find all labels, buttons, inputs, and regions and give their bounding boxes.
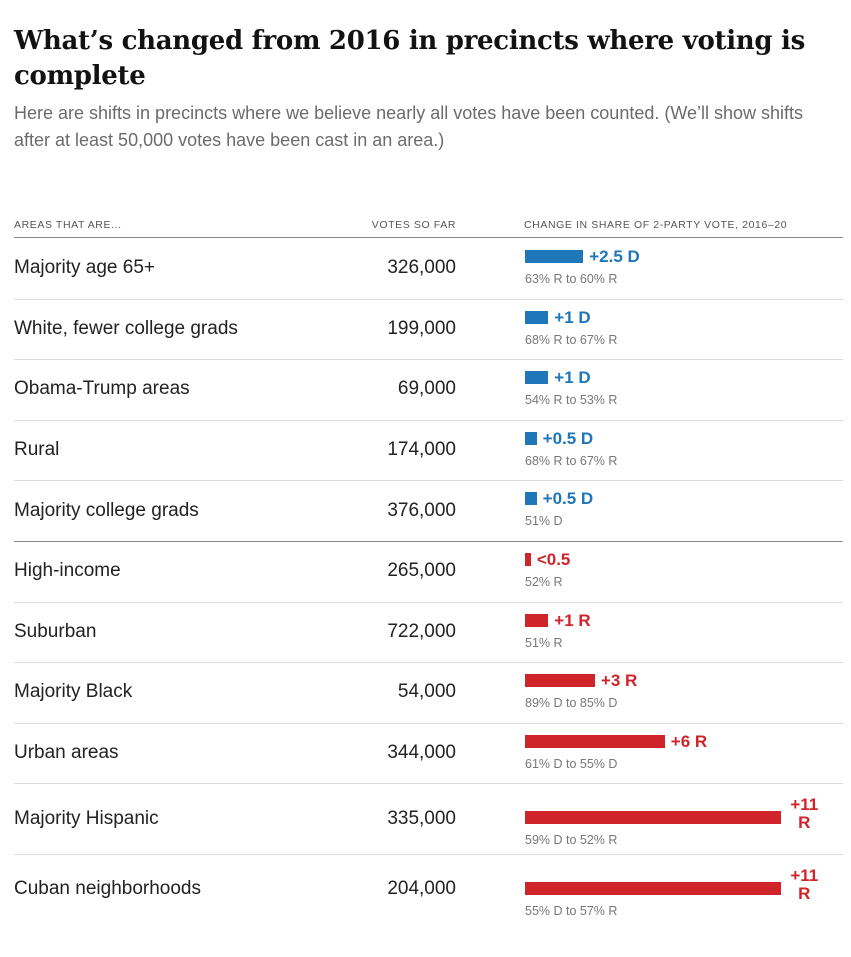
column-header-areas: AREAS THAT ARE... <box>14 219 122 231</box>
table-row: Urban areas 344,000 +6 R 61% D to 55% D <box>14 723 843 785</box>
table-row: White, fewer college grads 199,000 +1 D 68%… <box>14 299 843 361</box>
share-detail: 68% R to 67% R <box>525 453 618 468</box>
area-label: High-income <box>14 560 121 582</box>
share-detail: 51% R <box>525 635 563 650</box>
change-bar <box>525 492 537 506</box>
share-detail: 52% R <box>525 575 563 589</box>
table-row: Majority age 65+ 326,000 +2.5 D 63% R to 60… <box>14 238 843 300</box>
change-value-label: +0.5 D <box>542 489 594 509</box>
share-detail: 51% D <box>525 514 563 529</box>
area-label: Obama-Trump areas <box>14 378 190 400</box>
change-value-label: +0.5 D <box>542 428 594 448</box>
change-bar <box>525 811 782 825</box>
share-detail: 55% D to 57% R <box>525 903 618 918</box>
share-detail: 63% R to 60% R <box>525 272 618 286</box>
area-label: Urban areas <box>14 742 119 764</box>
area-label: Cuban neighborhoods <box>14 877 201 899</box>
votes-value: 54,000 <box>397 681 456 703</box>
column-header-votes: VOTES SO FAR <box>371 219 456 231</box>
change-value-label: +2.5 D <box>589 247 640 266</box>
column-header-change: CHANGE IN SHARE OF 2-PARTY VOTE, 2016–20 <box>524 219 788 231</box>
share-detail: 89% D to 85% D <box>525 696 618 711</box>
table-row: Majority Hispanic 335,000 +11 R 59% D to 52… <box>14 783 843 855</box>
table-row: Cuban neighborhoods 204,000 +11 R 55% D to … <box>14 854 843 924</box>
change-value-label: +6 R <box>670 731 708 751</box>
area-label: Majority Hispanic <box>14 807 159 829</box>
change-bar <box>525 250 584 263</box>
area-label: Majority Black <box>14 681 133 703</box>
table-row: Obama-Trump areas 69,000 +1 D 54% R to 53% … <box>14 359 843 421</box>
votes-value: 174,000 <box>387 439 456 461</box>
votes-value: 376,000 <box>387 499 456 521</box>
change-bar <box>525 310 549 324</box>
chart-title: What’s changed from 2016 in precincts wh… <box>14 26 805 91</box>
change-bar <box>525 371 549 385</box>
area-label: Majority college grads <box>14 499 199 521</box>
change-bar <box>525 553 531 566</box>
change-bar <box>525 734 665 748</box>
change-value-label: +3 R <box>600 671 638 691</box>
area-label: Rural <box>14 439 60 461</box>
area-label: White, fewer college grads <box>14 317 238 339</box>
change-value-label: +11 R <box>790 865 819 903</box>
change-bar <box>525 613 549 627</box>
votes-value: 204,000 <box>387 877 456 899</box>
change-bar <box>525 674 595 688</box>
table-row: Majority Black 54,000 +3 R 89% D to 85% D <box>14 662 843 724</box>
share-detail: 61% D to 55% D <box>525 756 618 771</box>
share-detail: 59% D to 52% R <box>525 833 618 848</box>
change-value-label: +1 R <box>554 610 591 630</box>
table-row: Rural 174,000 +0.5 D 68% R to 67% R <box>14 420 843 482</box>
header-divider <box>14 237 843 238</box>
change-bar <box>525 431 537 445</box>
votes-value: 199,000 <box>387 317 456 339</box>
chart-subtitle: Here are shifts in precincts where we be… <box>14 103 804 150</box>
table-row: High-income 265,000 <0.5 52% R <box>14 541 843 603</box>
votes-value: 265,000 <box>387 560 456 582</box>
votes-value: 722,000 <box>387 620 456 642</box>
change-value-label: +1 D <box>554 307 591 327</box>
table-row: Majority college grads 376,000 +0.5 D 51% D <box>14 480 843 542</box>
change-value-label: +11 R <box>790 795 819 833</box>
area-label: Majority age 65+ <box>14 257 155 279</box>
share-detail: 68% R to 67% R <box>525 332 618 347</box>
table-row: Suburban 722,000 +1 R 51% R <box>14 602 843 664</box>
change-value-label: +1 D <box>554 368 591 388</box>
change-bar <box>525 881 782 895</box>
votes-value: 335,000 <box>387 807 456 829</box>
votes-value: 344,000 <box>387 742 456 764</box>
area-label: Suburban <box>14 620 97 642</box>
change-value-label: <0.5 <box>536 550 571 569</box>
votes-value: 326,000 <box>387 257 456 279</box>
share-detail: 54% R to 53% R <box>525 393 618 408</box>
votes-value: 69,000 <box>397 378 456 400</box>
